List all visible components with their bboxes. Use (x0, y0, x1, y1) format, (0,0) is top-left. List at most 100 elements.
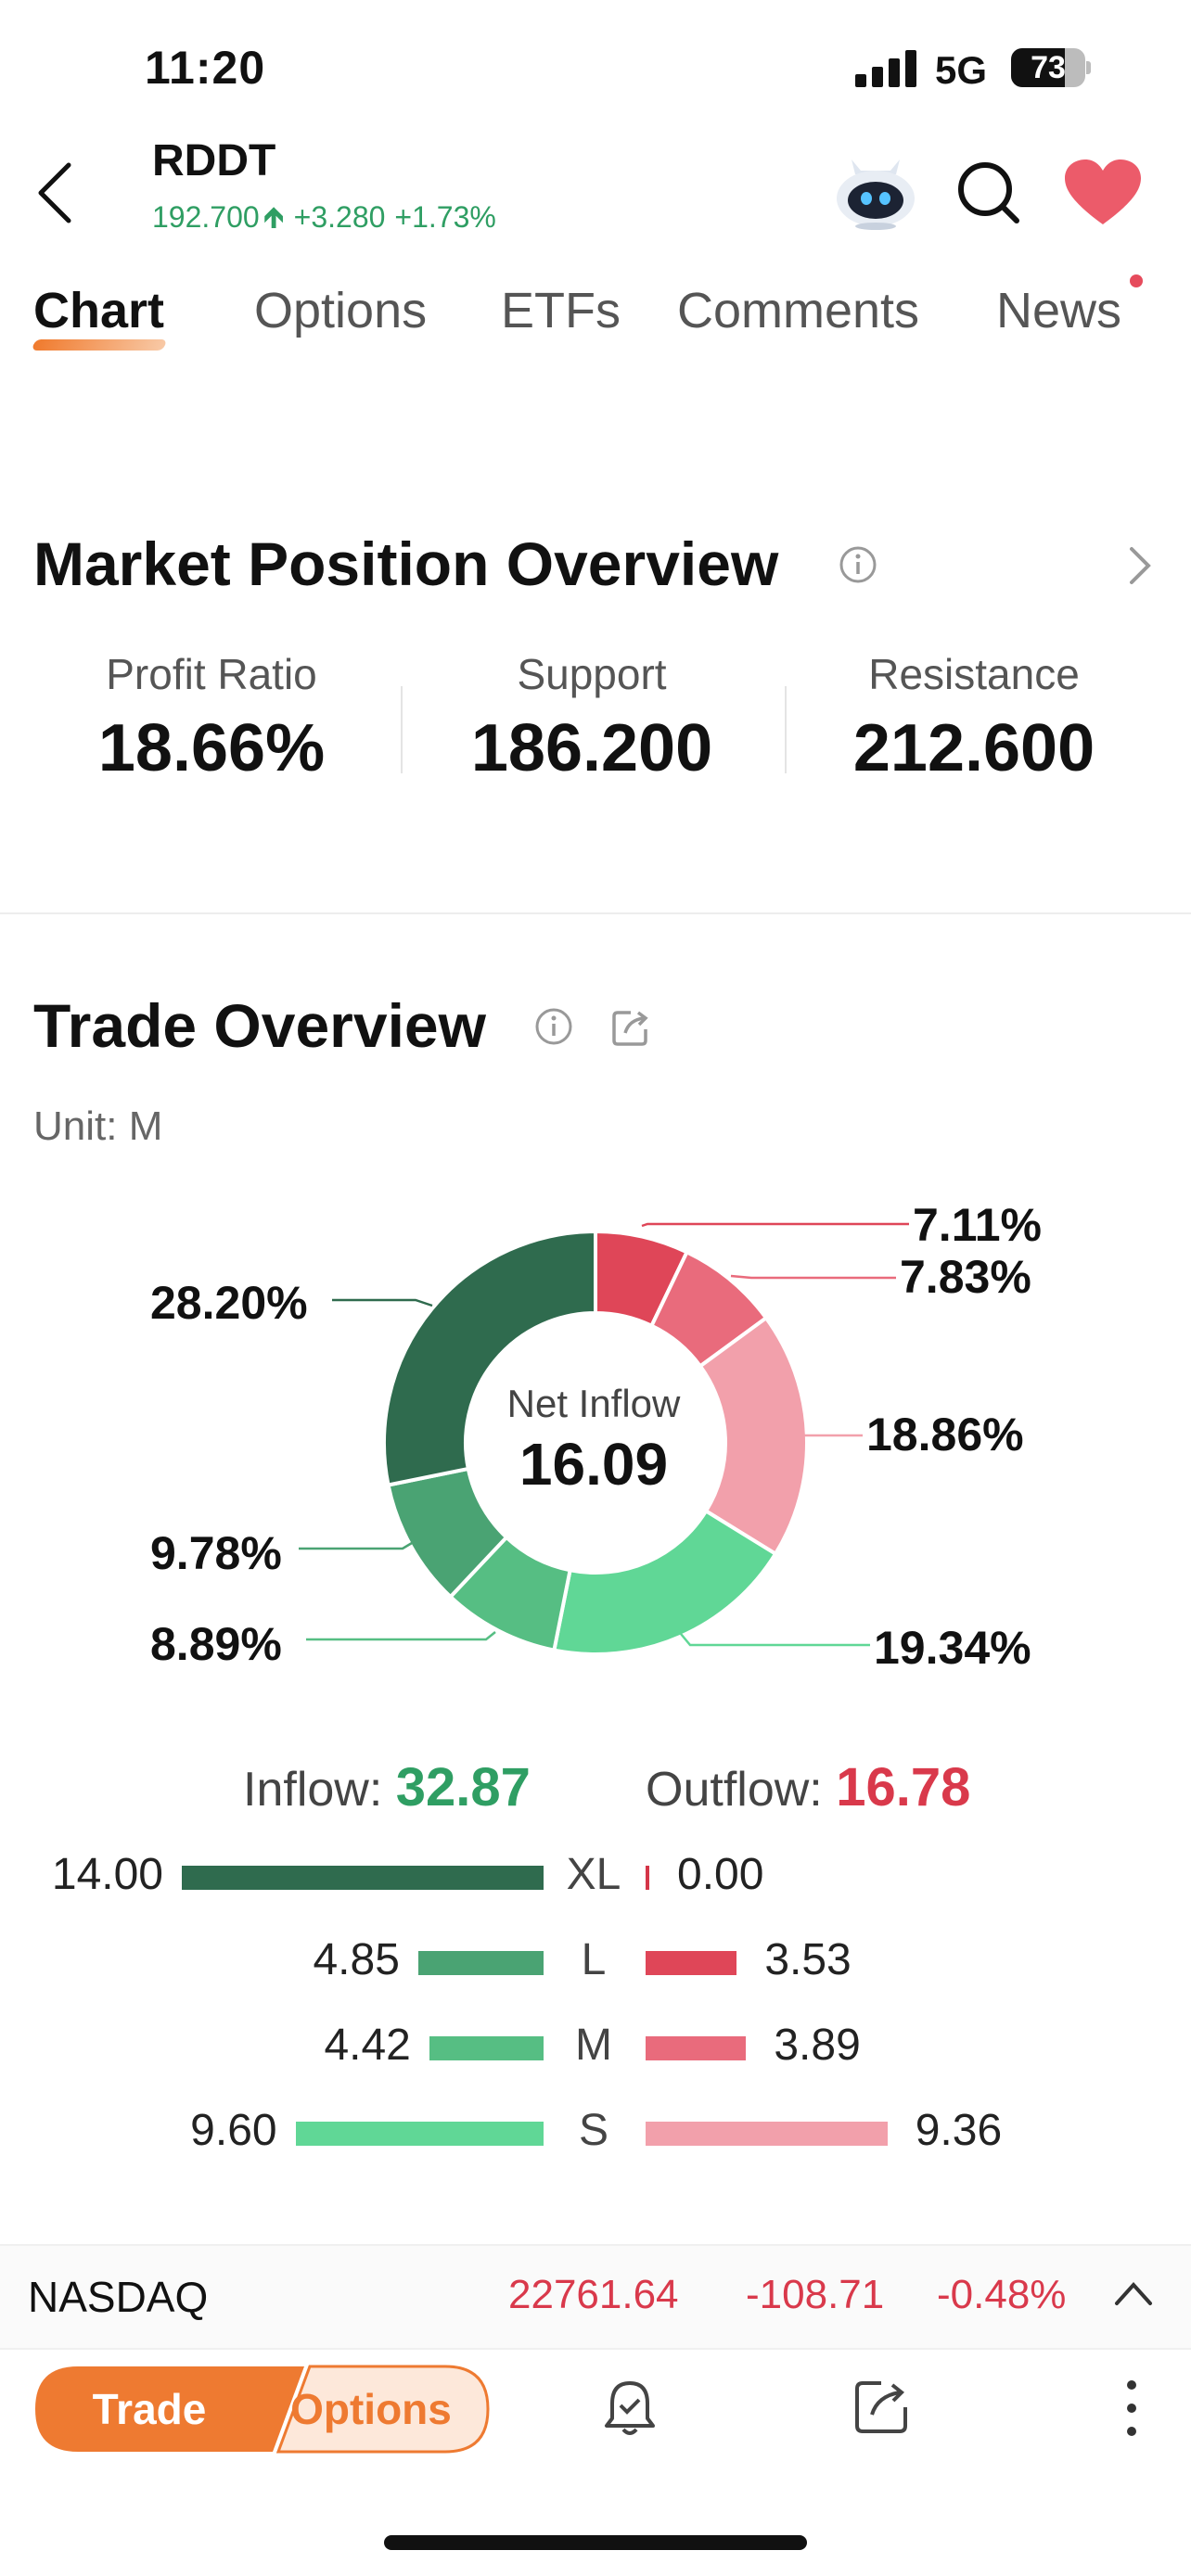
quote-line: 192.700 🡹 +3.280 +1.73% (152, 197, 506, 247)
chevron-right-icon[interactable] (1126, 543, 1154, 588)
stat-value: 212.600 (852, 711, 1095, 785)
network-type: 5G (935, 48, 988, 92)
donut-slice-outflow-s (698, 1315, 809, 1557)
home-indicator (384, 2535, 807, 2550)
tab-etfs[interactable]: ETFs (501, 283, 621, 338)
share-icon[interactable] (610, 1007, 651, 1048)
leader-outflow-l (641, 1222, 909, 1228)
outflow-bar (646, 2036, 747, 2060)
price-change: +3.280 (293, 200, 386, 234)
flow-row-xl: 14.00 XL 0.00 (0, 1849, 1191, 1905)
resistance-stat: Resistance 212.600 (798, 649, 1150, 786)
inflow-bar (429, 2036, 544, 2060)
outflow-value: 3.53 (764, 1935, 852, 1984)
index-ticker-strip[interactable] (0, 2244, 1191, 2350)
tab-options[interactable]: Options (254, 283, 428, 338)
inflow-value: 32.87 (395, 1757, 531, 1817)
market-position-title: Market Position Overview (33, 529, 779, 598)
index-price: 22761.64 (508, 2272, 679, 2317)
trade-button[interactable]: Trade (92, 2385, 207, 2433)
inflow-value: 4.85 (313, 1935, 400, 1984)
outflow-value: 16.78 (836, 1757, 971, 1817)
tab-bar: Chart Options ETFs Comments News (31, 282, 1191, 356)
inflow-value: 4.42 (324, 2021, 411, 2070)
outflow-value: 9.36 (915, 2106, 1003, 2155)
stat-value: 18.66% (97, 711, 326, 785)
leader-inflow-xl (332, 1298, 433, 1307)
inflow-value: 14.00 (51, 1850, 163, 1899)
flow-row-l: 4.85 L 3.53 (0, 1934, 1191, 1990)
stat-value: 186.200 (470, 711, 713, 785)
flow-donut-chart (299, 1222, 909, 1656)
last-price: 192.700 (152, 200, 260, 234)
inflow-summary: Inflow: 32.87 (243, 1756, 531, 1818)
donut-label-inflow-l: 9.78% (150, 1527, 282, 1579)
stat-label: Profit Ratio (106, 650, 317, 698)
flow-row-s: 9.60 S 9.36 (0, 2105, 1191, 2161)
ai-robot-icon[interactable] (831, 150, 920, 230)
outflow-bar (646, 1866, 649, 1890)
donut-label-inflow-m: 8.89% (150, 1618, 282, 1670)
share-icon[interactable] (852, 2376, 913, 2437)
info-icon[interactable] (839, 545, 877, 584)
size-category: XL (566, 1850, 621, 1899)
battery-icon: 73 (1011, 48, 1091, 87)
up-arrow-icon: 🡹 (263, 200, 285, 234)
index-name: NASDAQ (28, 2273, 209, 2321)
stat-label: Support (517, 650, 667, 698)
donut-label-outflow-s: 18.86% (866, 1409, 1024, 1460)
inflow-value: 9.60 (190, 2106, 277, 2155)
inflow-bar (417, 1951, 544, 1975)
status-time: 11:20 (145, 42, 266, 94)
tab-news[interactable]: News (996, 283, 1122, 338)
cellular-signal-icon (855, 50, 916, 87)
net-inflow-value: 16.09 (519, 1431, 669, 1498)
donut-label-inflow-s: 19.34% (874, 1622, 1031, 1674)
more-options-icon[interactable] (1115, 2376, 1148, 2441)
chevron-up-icon[interactable] (1113, 2279, 1154, 2307)
leader-inflow-s (680, 1633, 870, 1647)
stat-label: Resistance (868, 650, 1080, 698)
unit-label: Unit: M (33, 1103, 163, 1149)
outflow-summary: Outflow: 16.78 (646, 1756, 970, 1818)
outflow-value: 0.00 (677, 1850, 764, 1899)
inflow-label: Inflow: (243, 1763, 383, 1817)
net-inflow-label: Net Inflow (506, 1382, 681, 1425)
size-category: S (578, 2106, 608, 2155)
inflow-bar (295, 2122, 544, 2146)
donut-slice-inflow-s (552, 1508, 778, 1656)
outflow-label: Outflow: (646, 1763, 823, 1817)
tab-comments[interactable]: Comments (677, 283, 920, 338)
info-icon[interactable] (534, 1007, 573, 1046)
ticker-symbol: RDDT (152, 136, 276, 185)
donut-slice-inflow-xl (382, 1229, 597, 1487)
options-button[interactable]: Options (290, 2385, 452, 2433)
back-arrow-icon[interactable] (33, 159, 78, 226)
donut-label-outflow-m: 7.83% (900, 1251, 1031, 1303)
leader-outflow-m (730, 1274, 896, 1280)
news-notification-dot (1130, 274, 1143, 287)
trade-options-button-group (35, 2365, 490, 2454)
battery-level: 73 (1031, 50, 1066, 85)
donut-label-inflow-xl: 28.20% (150, 1277, 308, 1329)
index-change: -108.71 (746, 2272, 885, 2317)
price-change-pct: +1.73% (394, 200, 496, 234)
tab-chart[interactable]: Chart (33, 283, 165, 338)
flow-row-m: 4.42 M 3.89 (0, 2020, 1191, 2075)
index-change-pct: -0.48% (937, 2272, 1067, 2317)
leader-inflow-m (306, 1631, 496, 1641)
divider (401, 686, 403, 773)
trade-overview-title: Trade Overview (33, 991, 486, 1060)
price-alert-bell-icon[interactable] (597, 2376, 662, 2441)
profit-ratio-stat: Profit Ratio 18.66% (35, 649, 388, 786)
size-category: L (581, 1935, 607, 1984)
size-category: M (575, 2021, 612, 2070)
divider (785, 686, 787, 773)
inflow-bar (182, 1866, 544, 1890)
favorite-heart-icon[interactable] (1063, 158, 1143, 228)
section-divider (0, 912, 1191, 914)
search-icon[interactable] (954, 158, 1022, 226)
support-stat: Support 186.200 (416, 649, 768, 786)
active-tab-underline (31, 339, 168, 351)
outflow-bar (646, 1951, 737, 1975)
